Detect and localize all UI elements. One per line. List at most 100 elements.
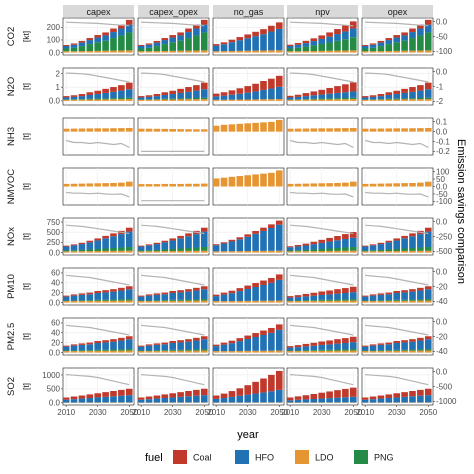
- panel-PM2.5-npv: [286, 317, 359, 356]
- bar-PM10-npv-2015-Coal: [294, 295, 302, 298]
- panel-NOx-capex: [62, 217, 135, 256]
- bar-NH3-npv-2020-LDO: [302, 128, 310, 132]
- row-label-PM10: PM10: [6, 274, 17, 299]
- bar-CO2-capex-2030-HFO: [94, 37, 102, 43]
- bar-PM2.5-capex_opex-2035-HFO: [177, 342, 184, 350]
- bar-PM10-opex-2030-LDO: [393, 300, 401, 303]
- bar-N2O-no_gas-2050-Coal: [275, 75, 283, 87]
- bar-NOx-no_gas-2045-HFO: [268, 228, 275, 251]
- bar-NMVOC-opex-2010-LDO: [361, 183, 369, 187]
- bar-SO2-capex_opex-2025-Coal: [161, 394, 169, 399]
- bar-NOx-capex_opex-2020-LDO: [153, 251, 161, 253]
- bar-CO2-npv-2035-LDO: [326, 50, 333, 53]
- bar-CO2-npv-2025-PNG: [310, 45, 318, 51]
- left-tick-label-PM10-3: 60: [51, 269, 60, 278]
- bar-CO2-opex-2035-PNG: [401, 40, 408, 51]
- bar-NOx-capex-2025-LDO: [86, 251, 94, 253]
- bar-NOx-capex-2045-HFO: [118, 234, 125, 248]
- bar-N2O-npv-2045-PNG: [342, 98, 349, 100]
- bar-CO2-no_gas-2025-LDO: [236, 50, 244, 53]
- savings-line-NH3-opex: [365, 139, 429, 148]
- bar-NMVOC-capex-2045-LDO: [118, 182, 125, 187]
- bar-N2O-capex_opex-2015-LDO: [145, 99, 153, 101]
- bar-N2O-no_gas-2035-Coal: [252, 83, 259, 92]
- bar-PM2.5-no_gas-2025-LDO: [236, 350, 244, 353]
- bar-CO2-capex_opex-2025-Coal: [161, 38, 169, 41]
- bar-N2O-capex_opex-2045-Coal: [193, 85, 200, 91]
- bar-PM10-capex_opex-2050-Coal: [200, 286, 208, 290]
- bar-PM10-opex-2030-HFO: [393, 292, 401, 300]
- bar-NH3-npv-2045-LDO: [342, 128, 349, 132]
- facet-strip-opex: [362, 5, 433, 17]
- legend-swatch-PNG: [354, 450, 368, 464]
- bar-CO2-no_gas-2030-HFO: [244, 38, 252, 51]
- panel-PM10-capex_opex: [137, 267, 210, 306]
- bar-NOx-no_gas-2025-LDO: [236, 251, 244, 253]
- bar-N2O-capex-2050-Coal: [125, 82, 133, 90]
- bar-NOx-capex_opex-2050-PNG: [200, 247, 208, 251]
- bar-NOx-opex-2025-HFO: [385, 242, 393, 250]
- bar-NOx-capex_opex-2045-HFO: [193, 234, 200, 248]
- bar-NOx-capex-2020-LDO: [78, 251, 86, 253]
- bar-PM10-capex-2020-Coal: [78, 293, 86, 295]
- bar-N2O-opex-2035-PNG: [401, 98, 408, 100]
- bar-NOx-opex-2050-HFO: [424, 231, 432, 248]
- bar-PM10-npv-2030-PNG: [318, 299, 326, 301]
- x-tick-label-opex-2030: 2030: [388, 408, 406, 417]
- bar-SO2-capex-2020-Coal: [78, 395, 86, 399]
- bar-NOx-npv-2045-Coal: [342, 234, 349, 239]
- right-tick-label-N2O-1: -1: [436, 82, 444, 91]
- bar-N2O-capex-2040-Coal: [110, 87, 117, 92]
- left-tick-label-N2O-1: 1: [56, 83, 61, 92]
- bar-CO2-capex_opex-2050-LDO: [200, 50, 208, 53]
- bar-PM2.5-npv-2045-PNG: [342, 349, 349, 351]
- bar-NOx-capex-2045-PNG: [118, 247, 125, 251]
- bar-NOx-capex-2050-LDO: [125, 250, 133, 253]
- right-tick-label-CO2-0: 0.0: [436, 17, 448, 26]
- bar-CO2-npv-2025-HFO: [310, 41, 318, 46]
- bar-PM2.5-capex-2030-HFO: [94, 342, 102, 350]
- bar-NOx-no_gas-2010-LDO: [212, 251, 220, 253]
- bar-PM10-opex-2035-Coal: [401, 290, 408, 293]
- bar-PM2.5-capex-2040-LDO: [110, 350, 117, 353]
- bar-PM10-capex-2010-LDO: [62, 301, 70, 303]
- bar-CO2-capex_opex-2020-PNG: [153, 46, 161, 52]
- x-tick-label-no_gas-2010: 2010: [207, 408, 225, 417]
- bar-CO2-no_gas-2015-LDO: [220, 51, 228, 53]
- bar-PM2.5-opex-2025-LDO: [385, 350, 393, 353]
- bar-SO2-opex-2040-Coal: [409, 391, 416, 397]
- bar-N2O-opex-2040-PNG: [409, 98, 416, 100]
- bar-NMVOC-no_gas-2035-LDO: [252, 174, 259, 187]
- bar-NOx-capex-2010-HFO: [62, 246, 70, 251]
- bar-PM10-capex-2025-LDO: [86, 300, 94, 303]
- panel-CO2-capex_opex: [137, 17, 210, 56]
- bar-PM10-capex_opex-2050-LDO: [200, 300, 208, 303]
- bar-SO2-capex-2010-Coal: [62, 397, 70, 400]
- bar-NOx-capex_opex-2010-PNG: [137, 250, 145, 252]
- bar-PM10-opex-2050-PNG: [424, 299, 432, 301]
- bar-NOx-npv-2015-PNG: [294, 250, 302, 252]
- bar-PM2.5-no_gas-2010-LDO: [212, 351, 220, 353]
- bar-SO2-no_gas-2025-HFO: [236, 395, 244, 403]
- bar-NOx-capex_opex-2035-LDO: [177, 250, 184, 253]
- panel-CO2-capex: [62, 17, 135, 56]
- bar-NMVOC-opex-2020-LDO: [377, 183, 385, 187]
- bar-SO2-no_gas-2020-Coal: [228, 391, 236, 397]
- bar-NOx-capex-2015-LDO: [70, 251, 78, 253]
- bar-CO2-capex-2050-PNG: [125, 32, 133, 51]
- bar-PM2.5-npv-2025-LDO: [310, 350, 318, 353]
- bar-PM10-capex-2050-LDO: [125, 300, 133, 303]
- bar-N2O-capex-2015-LDO: [70, 99, 78, 101]
- bar-CO2-no_gas-2050-Coal: [275, 22, 283, 29]
- bar-N2O-capex-2050-PNG: [125, 97, 133, 100]
- bar-NOx-capex_opex-2010-HFO: [137, 246, 145, 251]
- bar-NMVOC-npv-2040-LDO: [334, 182, 341, 187]
- bar-N2O-capex-2025-Coal: [86, 92, 94, 95]
- bar-PM2.5-no_gas-2025-Coal: [236, 338, 244, 342]
- bar-PM2.5-capex_opex-2035-PNG: [177, 349, 184, 351]
- bar-PM2.5-npv-2015-HFO: [294, 347, 302, 351]
- right-tick-label-PM10-0: 0.0: [436, 267, 448, 276]
- bar-PM2.5-capex_opex-2030-Coal: [169, 340, 177, 343]
- bar-SO2-capex_opex-2025-HFO: [161, 398, 169, 403]
- bar-CO2-opex-2020-LDO: [377, 51, 385, 53]
